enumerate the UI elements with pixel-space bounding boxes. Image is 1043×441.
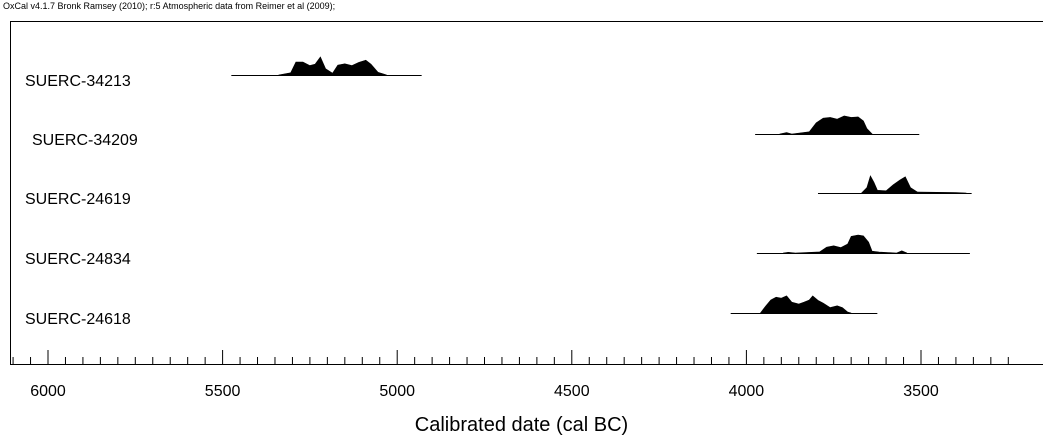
x-axis: 6000 5500 5000 4500 4000 3500 xyxy=(12,350,1009,400)
oxcal-header: OxCal v4.1.7 Bronk Ramsey (2010); r:5 At… xyxy=(3,1,336,11)
x-tick-label: 5000 xyxy=(379,383,415,400)
sample-row: SUERC-24834 xyxy=(25,234,970,268)
probability-distribution xyxy=(783,234,908,254)
x-tick-label: 5500 xyxy=(205,383,241,400)
sample-row: SUERC-34213 xyxy=(25,56,422,90)
sample-row: SUERC-24619 xyxy=(25,175,972,208)
sample-label: SUERC-24618 xyxy=(25,311,131,328)
x-tick-label: 4500 xyxy=(554,383,590,400)
sample-row: SUERC-34209 xyxy=(32,115,920,149)
x-tick-label: 3500 xyxy=(903,383,939,400)
probability-distribution xyxy=(779,115,873,135)
sample-row: SUERC-24618 xyxy=(25,295,878,328)
plot-frame xyxy=(10,21,1043,365)
probability-distribution xyxy=(759,295,852,314)
sample-label: SUERC-34213 xyxy=(25,73,131,90)
sample-label: SUERC-24834 xyxy=(25,251,131,268)
sample-label: SUERC-34209 xyxy=(32,132,138,149)
x-tick-label: 4000 xyxy=(729,383,765,400)
probability-distribution xyxy=(278,56,387,76)
series-group: SUERC-34213 SUERC-34209 SUERC-24619 SUERC-2… xyxy=(25,56,972,328)
probability-distribution xyxy=(860,175,967,194)
x-axis-label: Calibrated date (cal BC) xyxy=(414,414,629,436)
sample-label: SUERC-24619 xyxy=(25,191,131,208)
x-tick-label: 6000 xyxy=(30,383,66,400)
